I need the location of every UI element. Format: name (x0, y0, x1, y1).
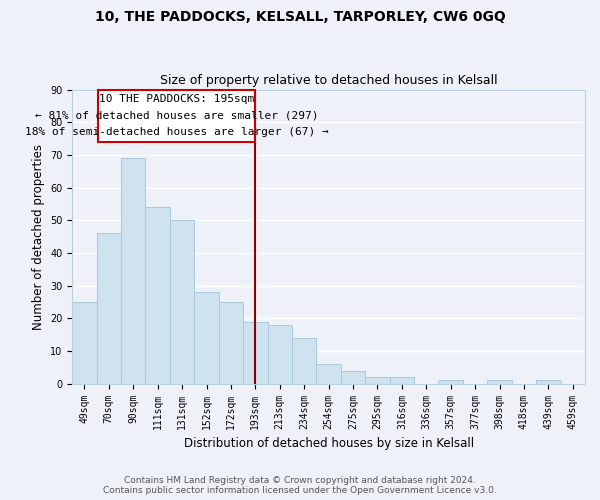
Text: Contains HM Land Registry data © Crown copyright and database right 2024.
Contai: Contains HM Land Registry data © Crown c… (103, 476, 497, 495)
Text: ← 81% of detached houses are smaller (297): ← 81% of detached houses are smaller (29… (35, 110, 319, 120)
Text: 10, THE PADDOCKS, KELSALL, TARPORLEY, CW6 0GQ: 10, THE PADDOCKS, KELSALL, TARPORLEY, CW… (95, 10, 505, 24)
Bar (243, 322, 268, 384)
Bar (487, 380, 512, 384)
Bar (268, 325, 292, 384)
Bar (194, 292, 219, 384)
Bar (145, 207, 170, 384)
Bar (316, 364, 341, 384)
Bar (292, 338, 316, 384)
Bar (365, 377, 389, 384)
Bar (121, 158, 145, 384)
Bar (439, 380, 463, 384)
FancyBboxPatch shape (98, 90, 256, 142)
Bar (219, 302, 243, 384)
Bar (389, 377, 414, 384)
Text: 18% of semi-detached houses are larger (67) →: 18% of semi-detached houses are larger (… (25, 127, 328, 137)
Bar (170, 220, 194, 384)
Bar (72, 302, 97, 384)
Text: 10 THE PADDOCKS: 195sqm: 10 THE PADDOCKS: 195sqm (99, 94, 254, 104)
X-axis label: Distribution of detached houses by size in Kelsall: Distribution of detached houses by size … (184, 437, 473, 450)
Title: Size of property relative to detached houses in Kelsall: Size of property relative to detached ho… (160, 74, 497, 87)
Bar (341, 370, 365, 384)
Bar (536, 380, 560, 384)
Bar (97, 234, 121, 384)
Y-axis label: Number of detached properties: Number of detached properties (32, 144, 44, 330)
